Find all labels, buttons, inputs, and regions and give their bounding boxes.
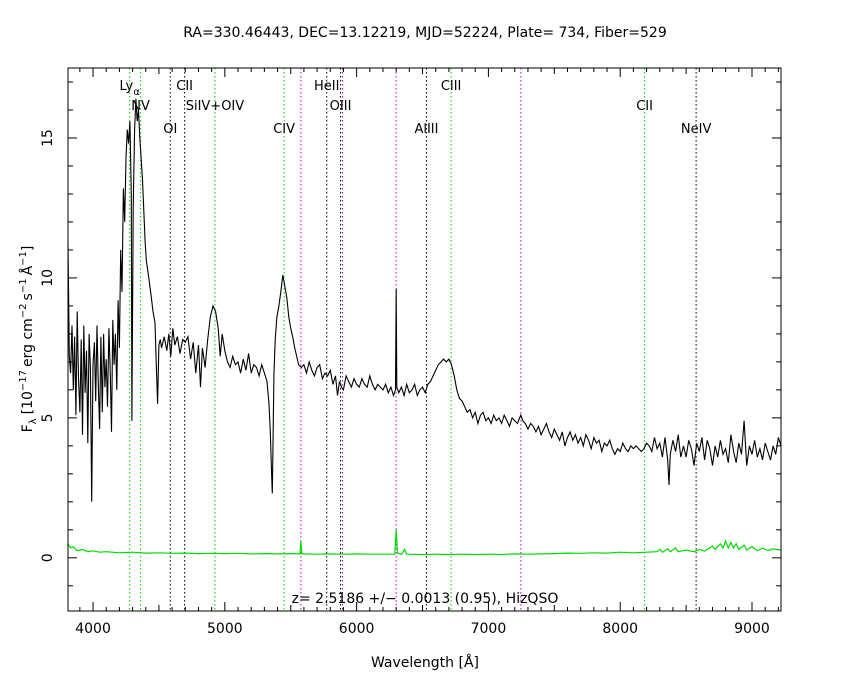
line-label-0: Lyα [120,79,141,98]
spectral-line-markers [129,68,697,611]
flux-spectrum-line [67,98,782,502]
line-label-4: SiIV+OIV [186,99,245,114]
x-axis-ticks: 4000 5000 6000 7000 8000 9000 [75,68,779,637]
y-tick-label: 15 [40,129,56,147]
y-tick-label: 0 [40,553,56,562]
line-label-9: CIII [441,79,462,94]
x-tick-label: 6000 [339,621,375,637]
x-tick-label: 8000 [602,621,638,637]
line-label-3: CII [176,79,193,94]
line-label-8: AlIII [414,122,438,137]
line-label-7: OIII [330,99,352,114]
line-label-10: CII [636,99,653,114]
x-tick-label: 5000 [207,621,243,637]
line-label-2: OI [163,122,177,137]
line-label-11: NeIV [681,122,712,137]
sky-line-markers [300,68,522,611]
line-label-5: CIV [273,122,295,137]
line-label-1: NV [131,99,150,114]
x-tick-label: 7000 [471,621,507,637]
y-axis-ticks: 0 5 10 15 [40,81,781,587]
x-axis-label: Wavelength [Å] [371,654,479,671]
y-tick-label: 10 [40,269,56,287]
x-tick-label: 4000 [75,621,111,637]
y-axis-label: Fλ[10−17erg cm−2s−1Å−1] [18,246,39,433]
plot-frame [67,67,782,612]
line-label-6: HeII [314,79,339,94]
x-tick-label: 9000 [734,621,770,637]
redshift-annotation: z= 2.5186 +/− 0.0013 (0.95), HizQSO [292,591,559,607]
error-spectrum-line [67,529,782,556]
y-tick-label: 5 [40,413,56,422]
chart-title: RA=330.46443, DEC=13.12219, MJD=52224, P… [183,25,667,41]
